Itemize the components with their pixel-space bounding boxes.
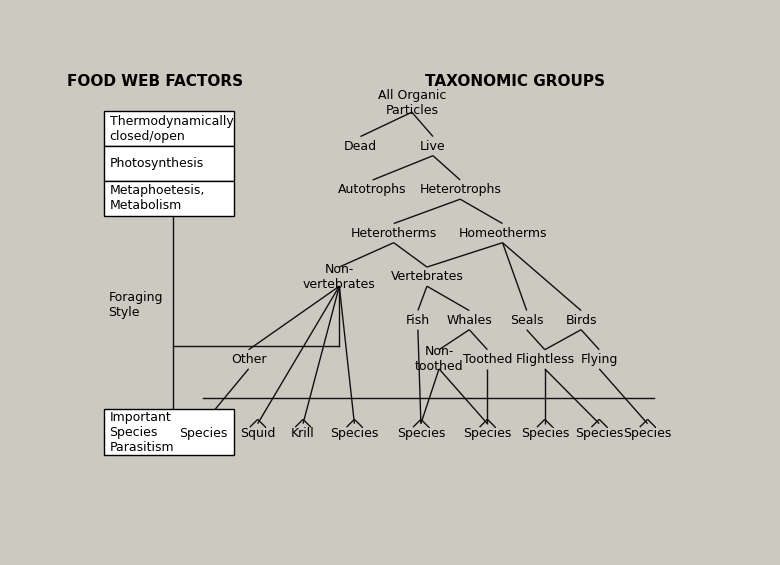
Text: Whales: Whales [446,314,492,327]
Text: FOOD WEB FACTORS: FOOD WEB FACTORS [67,74,243,89]
Text: Non-
toothed: Non- toothed [415,345,463,373]
Text: TAXONOMIC GROUPS: TAXONOMIC GROUPS [424,74,604,89]
Text: Photosynthesis: Photosynthesis [109,157,204,170]
Text: Autotrophs: Autotrophs [339,183,407,196]
Text: Homeotherms: Homeotherms [459,227,547,240]
Text: Important
Species
Parasitism: Important Species Parasitism [109,411,174,454]
Bar [104,146,233,181]
Text: All Organic
Particles: All Organic Particles [378,89,446,116]
Text: Species: Species [520,427,569,440]
Text: Heterotrophs: Heterotrophs [420,183,501,196]
Text: Heterotherms: Heterotherms [350,227,437,240]
Text: Species: Species [623,427,672,440]
Text: Species: Species [330,427,378,440]
Text: Species: Species [179,427,228,440]
Text: Toothed: Toothed [463,353,512,366]
Text: Foraging
Style: Foraging Style [108,291,163,319]
Text: Species: Species [397,427,445,440]
Text: Krill: Krill [291,427,315,440]
Text: Flightless: Flightless [516,353,574,366]
Text: Flying: Flying [580,353,618,366]
Text: Live: Live [420,140,446,153]
Text: Thermodynamically
closed/open: Thermodynamically closed/open [109,115,233,143]
Text: Squid: Squid [240,427,275,440]
Bar [104,181,233,216]
Bar [104,111,233,146]
Text: Species: Species [463,427,512,440]
Text: Seals: Seals [510,314,544,327]
Text: Non-
vertebrates: Non- vertebrates [303,263,376,290]
Text: Dead: Dead [344,140,377,153]
Text: Vertebrates: Vertebrates [391,270,463,283]
Text: Metaphoetesis,
Metabolism: Metaphoetesis, Metabolism [109,184,205,212]
Text: Birds: Birds [566,314,597,327]
Text: Species: Species [575,427,623,440]
Bar [104,409,233,455]
Text: Fish: Fish [406,314,430,327]
Text: Other: Other [231,353,267,366]
